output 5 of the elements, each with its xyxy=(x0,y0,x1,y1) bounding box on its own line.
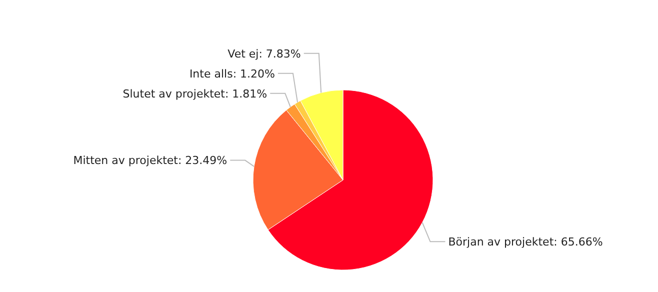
slice-label: Början av projektet: 65.66% xyxy=(448,236,603,249)
slice-label: Vet ej: 7.83% xyxy=(228,47,301,60)
slice-label: Slutet av projektet: 1.81% xyxy=(122,87,268,100)
slice-label: Mitten av projektet: 23.49% xyxy=(73,154,228,168)
slice-label: Inte alls: 1.20% xyxy=(189,67,275,80)
